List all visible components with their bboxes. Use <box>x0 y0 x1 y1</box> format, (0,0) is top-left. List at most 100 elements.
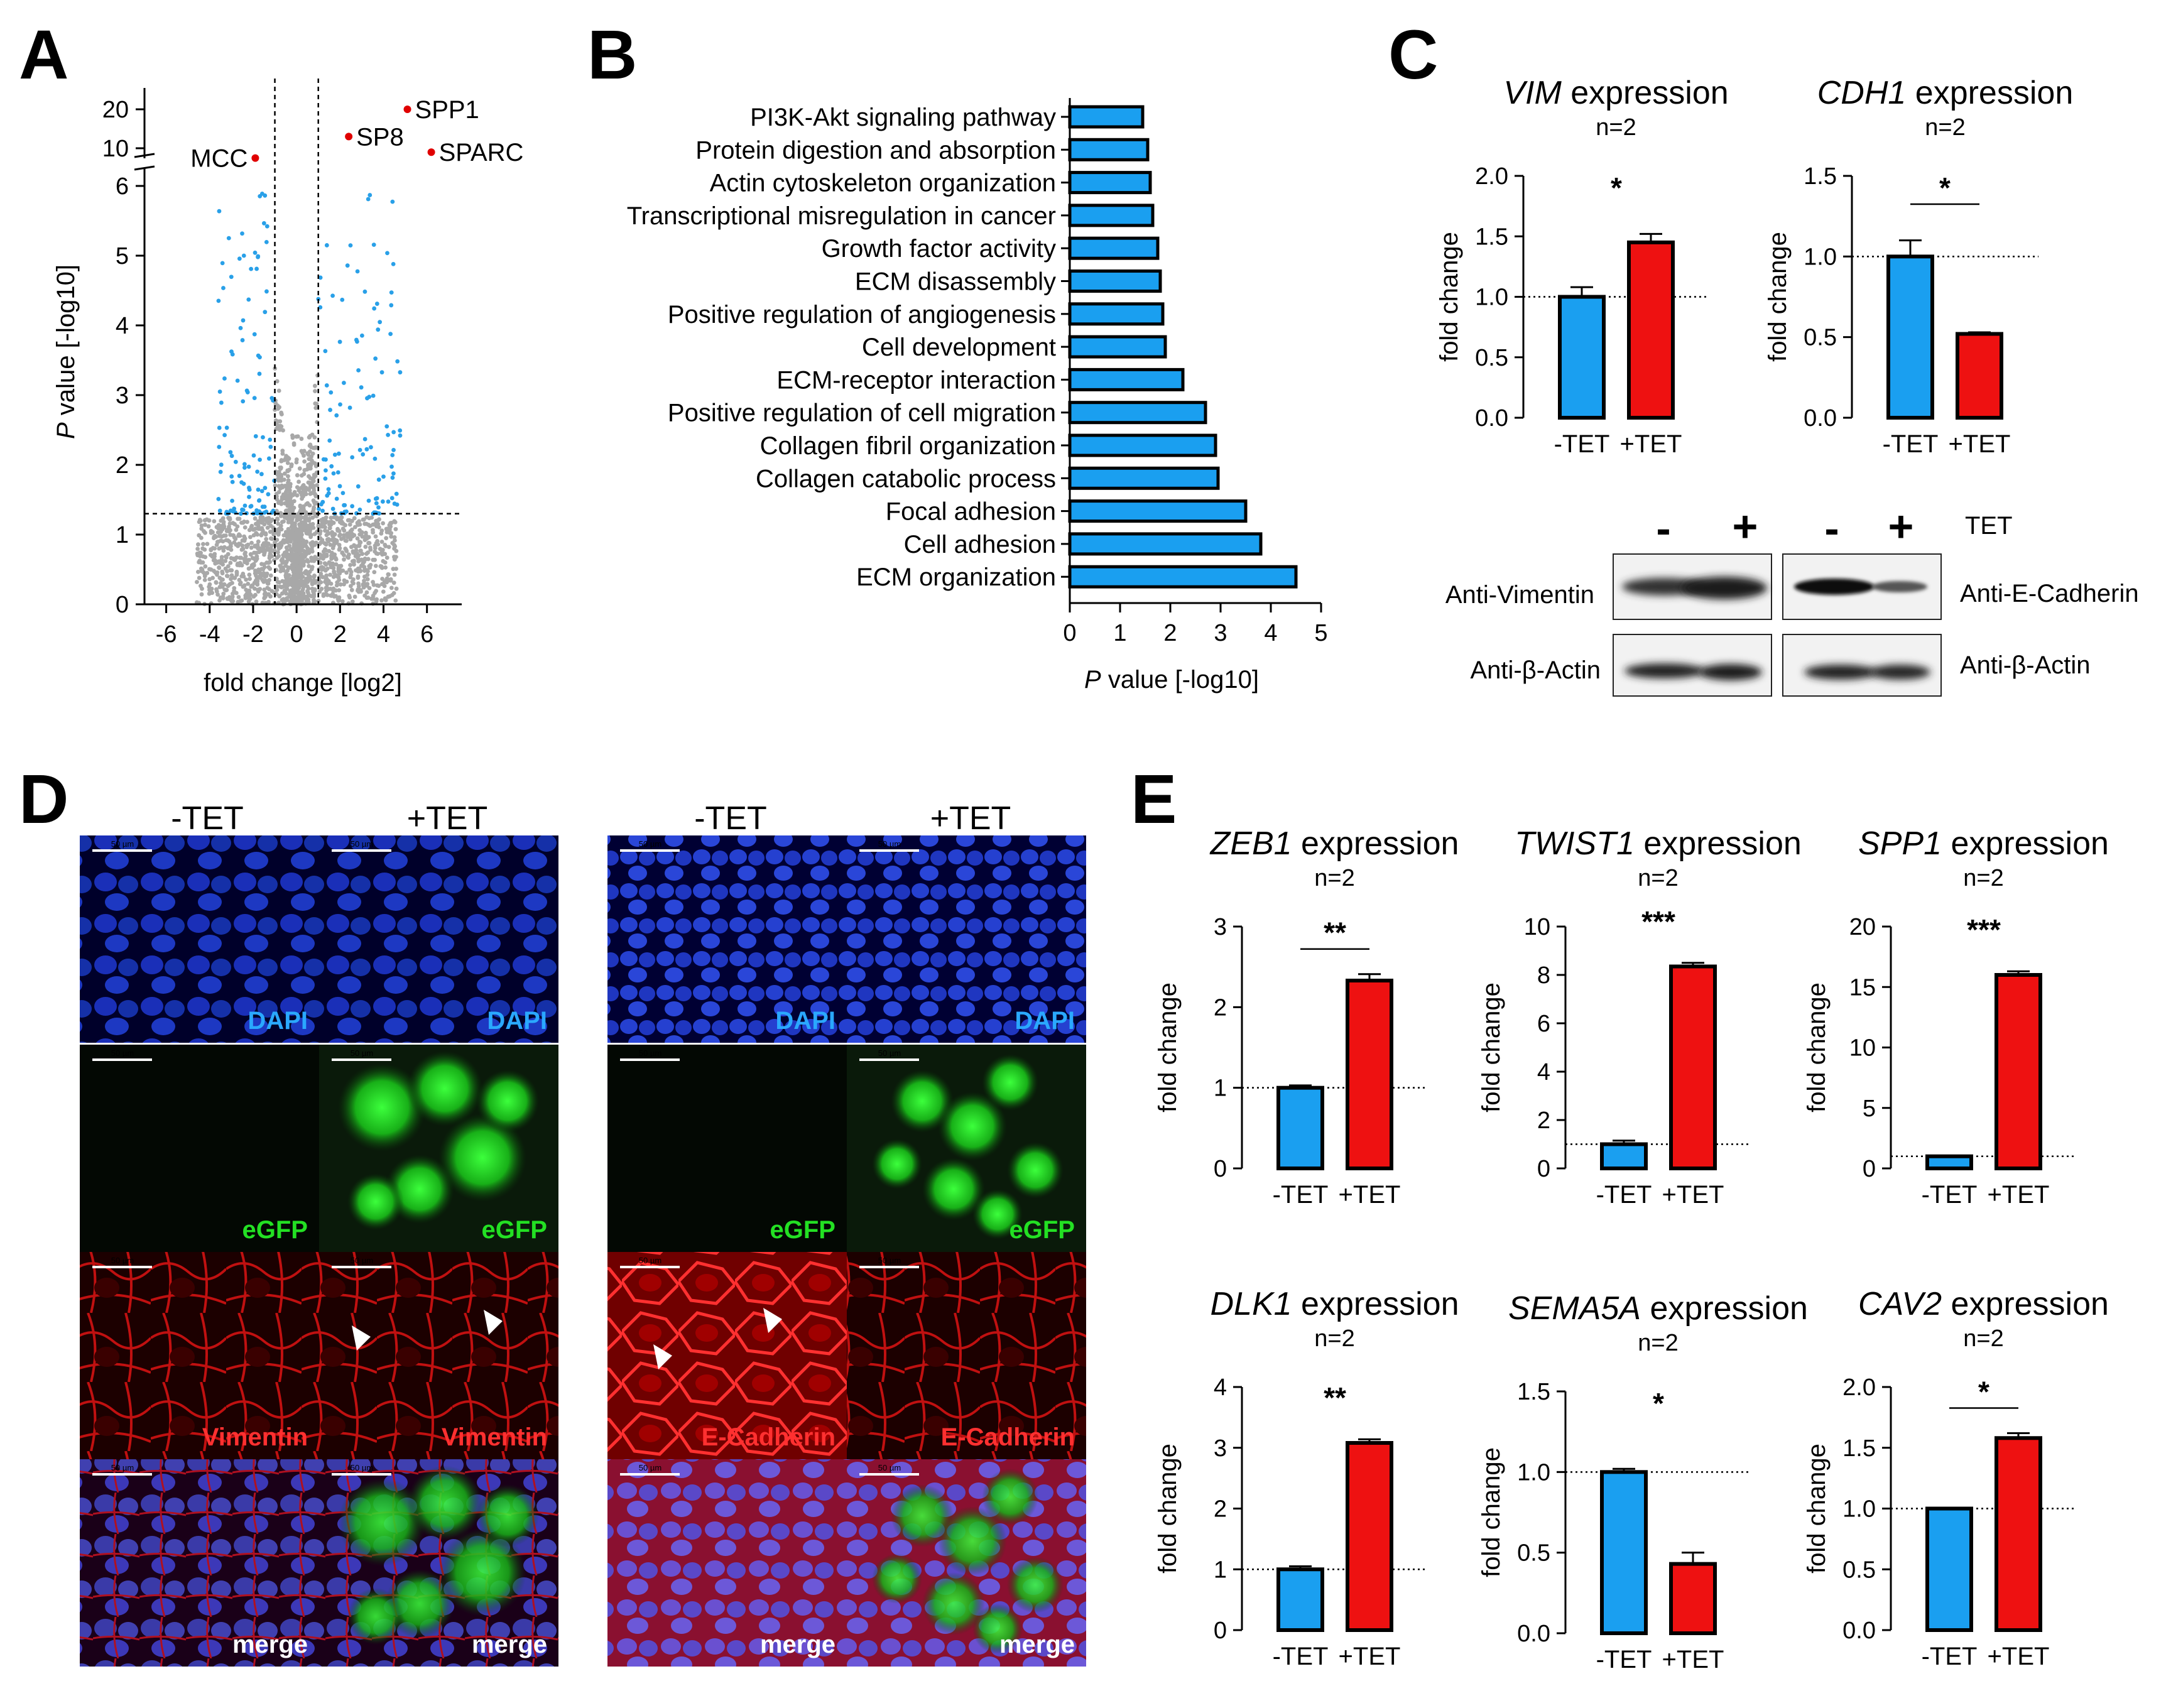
volcano-point <box>267 555 272 560</box>
volcano-point <box>202 523 207 527</box>
volcano-point <box>233 536 238 541</box>
volcano-point <box>382 584 387 589</box>
volcano-point <box>248 577 253 581</box>
volcano-point <box>394 567 398 571</box>
gfp-cell <box>347 1173 404 1230</box>
volcano-point <box>199 560 204 565</box>
volcano-point <box>384 536 389 541</box>
volcano-point <box>203 564 208 569</box>
volcano-point <box>237 541 242 547</box>
panel-letter-d: D <box>19 761 68 838</box>
scale-bar <box>92 1266 152 1268</box>
chart-n: n=2 <box>1963 1325 2003 1352</box>
volcano-point <box>334 562 339 567</box>
volcano-point <box>352 562 356 567</box>
chart-ytick: 4 <box>1214 1374 1227 1401</box>
scale-bar <box>332 849 391 852</box>
volcano-point <box>324 573 329 578</box>
volcano-point <box>251 556 256 561</box>
volcano-point <box>239 574 244 579</box>
volcano-point <box>381 589 386 594</box>
volcano-point <box>217 585 222 589</box>
gfp-cell <box>982 1469 1038 1525</box>
volcano-point <box>220 577 225 582</box>
volcano-point <box>388 524 393 529</box>
volcano-point <box>279 412 284 416</box>
volcano-point <box>312 435 317 440</box>
micro-channel-label: merge <box>472 1631 547 1658</box>
scale-bar-label: 50 µm <box>351 1463 373 1472</box>
chart-ytick: 0.0 <box>1842 1618 1876 1644</box>
volcano-point <box>350 518 354 523</box>
volcano-point <box>259 531 264 536</box>
volcano-point <box>344 547 349 552</box>
volcano-point <box>367 545 373 550</box>
volcano-point <box>389 534 394 539</box>
volcano-point <box>265 581 270 586</box>
chart-title: CAV2 expression <box>1858 1286 2109 1322</box>
volcano-point <box>364 514 369 519</box>
gfp-cell <box>476 1484 539 1547</box>
volcano-point <box>365 572 370 577</box>
volcano-point <box>247 558 251 562</box>
volcano-point <box>392 519 397 524</box>
micro-col-plus-left: +TET <box>407 800 488 837</box>
volcano-point <box>220 571 225 576</box>
volcano-point <box>386 545 391 550</box>
volcano-point <box>237 577 242 582</box>
micro-channel-label: Vimentin <box>442 1423 547 1451</box>
scale-bar-label: 50 µm <box>878 839 901 849</box>
volcano-point <box>261 567 266 572</box>
volcano-point <box>256 526 261 531</box>
volcano-point <box>268 560 272 564</box>
volcano-point <box>264 536 269 541</box>
volcano-point <box>380 577 384 581</box>
bar-minus-tet <box>1925 1506 1973 1632</box>
chart-ytick: 3 <box>1214 1435 1227 1462</box>
volcano-point <box>367 563 372 568</box>
volcano-point <box>262 592 267 597</box>
volcano-point <box>199 592 204 597</box>
wb-plus-right: + <box>1888 502 1914 551</box>
volcano-point <box>272 548 277 553</box>
volcano-point <box>221 519 226 525</box>
bar-minus-tet <box>1925 1154 1973 1170</box>
volcano-point <box>374 589 379 594</box>
volcano-point <box>284 545 289 550</box>
volcano-point <box>379 540 384 544</box>
wb-minus-left: - <box>1656 504 1670 553</box>
band-ecad-plus <box>1872 581 1927 592</box>
bar-plus-tet <box>1669 964 1717 1171</box>
scale-bar-label: 50 µm <box>111 839 134 849</box>
bar-chart-zeb1: ZEB1 expression n=2 0 1 2 3 fold change -TET +TE… <box>1154 825 1459 1209</box>
volcano-point <box>318 571 324 576</box>
volcano-point <box>316 599 321 604</box>
volcano-point <box>338 532 343 537</box>
sig-stars: *** <box>1641 905 1675 938</box>
volcano-point <box>351 549 356 554</box>
volcano-point <box>346 518 351 523</box>
chart-ytick: 1.0 <box>1842 1496 1876 1523</box>
volcano-point <box>340 526 346 531</box>
chart-ytick: 20 <box>1849 914 1876 940</box>
volcano-point <box>394 555 398 560</box>
chart-n: n=2 <box>1314 1325 1354 1352</box>
volcano-point <box>205 541 210 547</box>
volcano-point <box>259 562 264 567</box>
scale-bar-label: 50 µm <box>351 1048 373 1058</box>
micro-channel-label: merge <box>760 1631 835 1658</box>
chart-xtick: +TET <box>1662 1181 1724 1209</box>
volcano-point <box>344 579 349 584</box>
chart-ytick: 0.5 <box>1842 1557 1876 1583</box>
volcano-point <box>275 423 280 428</box>
volcano-point <box>361 517 366 522</box>
volcano-point <box>364 552 369 556</box>
chart-ytick: 0 <box>1214 1156 1227 1182</box>
volcano-point <box>258 514 263 519</box>
volcano-point <box>247 528 252 533</box>
volcano-point <box>313 389 317 394</box>
volcano-point <box>347 552 351 557</box>
scale-bar <box>92 1473 152 1476</box>
bar-plus-tet <box>1995 1436 2042 1633</box>
